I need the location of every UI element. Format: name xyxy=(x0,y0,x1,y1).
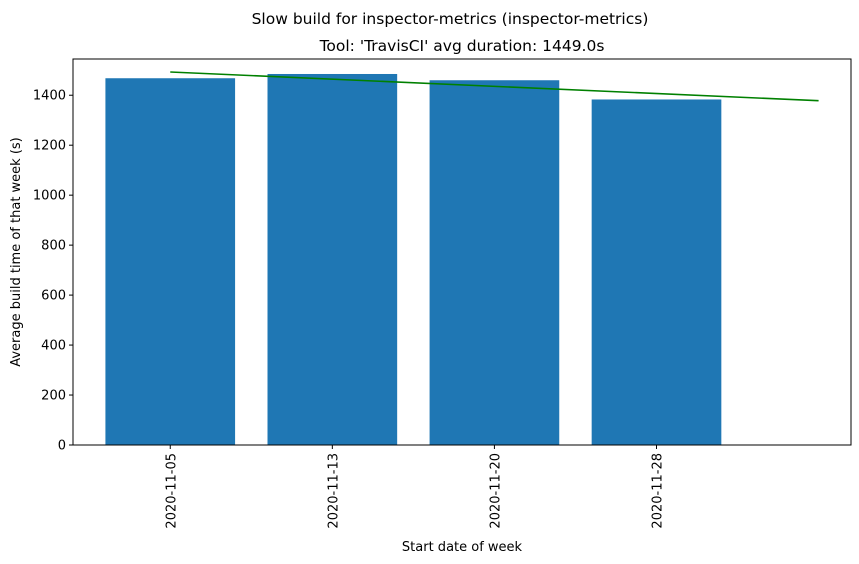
y-tick-label: 1400 xyxy=(33,89,66,104)
x-tick-label: 2020-11-05 xyxy=(164,453,179,529)
chart-suptitle: Slow build for inspector-metrics (inspec… xyxy=(252,10,649,28)
y-tick-label: 0 xyxy=(58,439,66,454)
chart-title: Tool: 'TravisCI' avg duration: 1449.0s xyxy=(319,37,605,55)
trend-group xyxy=(170,71,819,102)
x-tick-label: 2020-11-20 xyxy=(488,453,503,529)
y-tick-label: 600 xyxy=(41,289,66,304)
bar-2020-11-05 xyxy=(105,78,236,445)
x-axis: 2020-11-05 2020-11-13 2020-11-20 2020-11-28 xyxy=(164,445,666,529)
y-tick-label: 200 xyxy=(41,389,66,404)
y-axis: 0 200 400 600 800 1000 1200 1400 xyxy=(33,89,73,454)
x-tick-label: 2020-11-28 xyxy=(651,453,666,529)
y-tick-label: 1000 xyxy=(33,189,66,204)
bar-2020-11-13 xyxy=(267,73,398,445)
y-axis-label: Average build time of that week (s) xyxy=(9,137,24,367)
x-axis-label: Start date of week xyxy=(402,540,523,555)
y-tick-label: 1200 xyxy=(33,139,66,154)
plot-area-frame xyxy=(72,58,852,446)
bar-2020-11-20 xyxy=(429,80,560,446)
x-tick-label: 2020-11-13 xyxy=(326,453,341,529)
trend-line xyxy=(170,71,819,102)
y-tick-label: 400 xyxy=(41,339,66,354)
bar-2020-11-28 xyxy=(591,99,722,445)
bars-group xyxy=(105,73,722,446)
y-tick-label: 800 xyxy=(41,239,66,254)
